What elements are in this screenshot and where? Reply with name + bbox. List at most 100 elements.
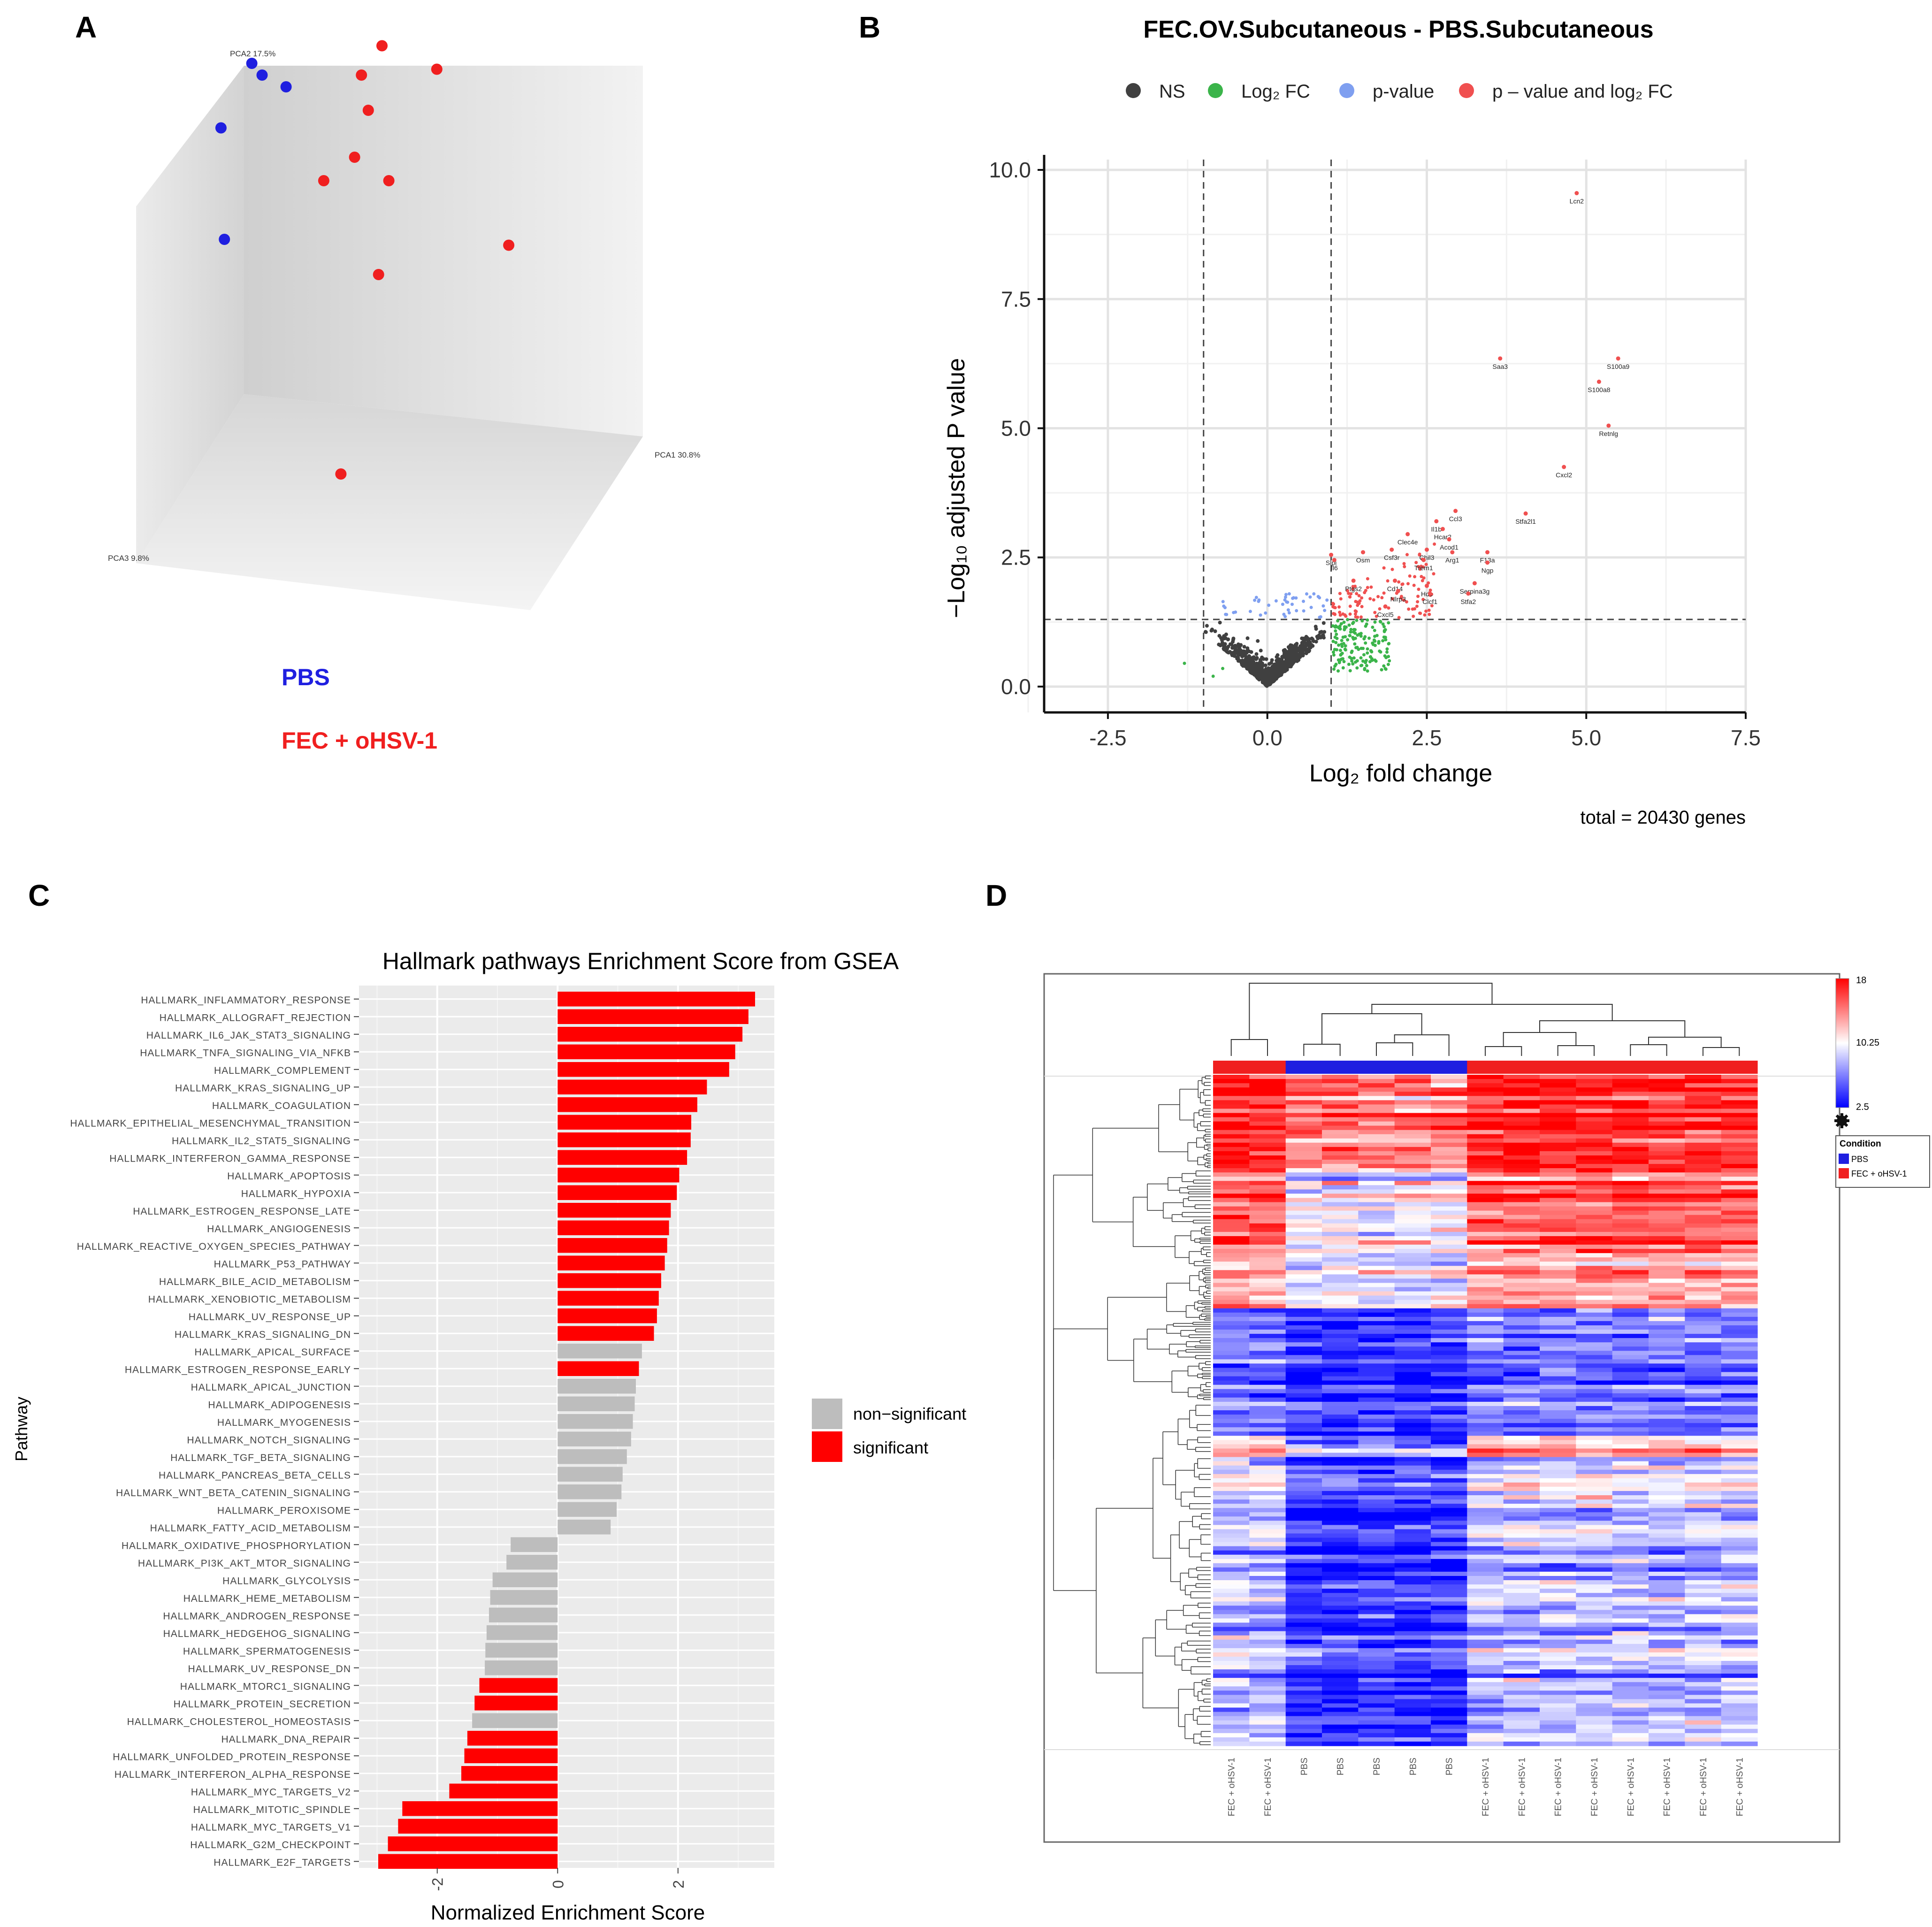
heatmap-cell: [1358, 1635, 1395, 1640]
volcano-point-log2fc: [1371, 626, 1375, 629]
heatmap-cell: [1394, 1321, 1431, 1326]
volcano-x-label: Log₂ fold change: [1309, 760, 1492, 787]
heatmap-cell: [1649, 1652, 1685, 1657]
gsea-bar-hallmark-unfolded-protein-response: [464, 1748, 558, 1763]
heatmap-cell: [1285, 1656, 1322, 1661]
heatmap-cell: [1467, 1504, 1504, 1508]
volcano-point-both: [1380, 596, 1384, 599]
heatmap-cell: [1213, 1376, 1250, 1381]
heatmap-cell: [1213, 1486, 1250, 1491]
heatmap-cell: [1576, 1384, 1613, 1390]
heatmap-cell: [1721, 1571, 1758, 1576]
gsea-pathway-label: HALLMARK_G2M_CHECKPOINT: [190, 1840, 351, 1851]
heatmap-cell: [1285, 1440, 1322, 1445]
heatmap-cell: [1358, 1508, 1395, 1513]
heatmap-cell: [1431, 1427, 1467, 1432]
heatmap-cell: [1576, 1644, 1613, 1649]
heatmap-cell: [1431, 1415, 1467, 1419]
heatmap-cell: [1322, 1690, 1359, 1695]
heatmap-cell: [1649, 1291, 1685, 1296]
heatmap-cell: [1467, 1546, 1504, 1551]
heatmap-cell: [1503, 1096, 1540, 1101]
heatmap-cell: [1576, 1257, 1613, 1262]
heatmap-cell: [1649, 1113, 1685, 1118]
volcano-point-ns: [1322, 630, 1327, 634]
heatmap-cell: [1721, 1160, 1758, 1164]
heatmap-cell: [1249, 1384, 1286, 1390]
heatmap-cell: [1358, 1142, 1395, 1147]
heatmap-cell: [1394, 1257, 1431, 1262]
heatmap-cell: [1576, 1181, 1613, 1185]
heatmap-cell: [1285, 1554, 1322, 1560]
heatmap-cell: [1576, 1325, 1613, 1330]
heatmap-cell: [1576, 1334, 1613, 1338]
heatmap-cell: [1721, 1639, 1758, 1644]
heatmap-cell: [1285, 1474, 1322, 1479]
heatmap-cell: [1649, 1495, 1685, 1500]
volcano-point-log2fc: [1350, 657, 1353, 660]
heatmap-cell: [1540, 1210, 1576, 1216]
heatmap-cell: [1649, 1533, 1685, 1538]
heatmap-cell: [1685, 1554, 1722, 1560]
heatmap-cell: [1467, 1351, 1504, 1355]
gear-icon[interactable]: [1834, 1113, 1849, 1128]
volcano-point-ns: [1222, 634, 1226, 638]
volcano-point-both: [1430, 604, 1434, 608]
heatmap-cell: [1467, 1733, 1504, 1738]
heatmap-cell: [1721, 1262, 1758, 1266]
heatmap-cell: [1322, 1728, 1359, 1734]
heatmap-cell: [1213, 1601, 1250, 1606]
volcano-point-both: [1397, 580, 1401, 584]
heatmap-cell: [1394, 1695, 1431, 1700]
heatmap-cell: [1249, 1584, 1286, 1589]
column-dendrogram: [1230, 983, 1740, 1056]
heatmap-cell: [1576, 1554, 1613, 1560]
heatmap-cell: [1285, 1172, 1322, 1177]
heatmap-cell: [1503, 1563, 1540, 1568]
heatmap-cell: [1721, 1372, 1758, 1377]
heatmap-cell: [1503, 1644, 1540, 1649]
heatmap-cell: [1213, 1716, 1250, 1721]
gsea-pathway-label: HALLMARK_CHOLESTEROL_HOMEOSTASIS: [127, 1716, 351, 1727]
heatmap-cell: [1467, 1147, 1504, 1152]
heatmap-cell: [1431, 1614, 1467, 1619]
heatmap-cell: [1322, 1321, 1359, 1326]
heatmap-cell: [1540, 1283, 1576, 1288]
heatmap-cell: [1431, 1529, 1467, 1534]
heatmap-cell: [1467, 1215, 1504, 1220]
heatmap-cell: [1721, 1206, 1758, 1211]
heatmap-cell: [1358, 1601, 1395, 1606]
heatmap-cell: [1431, 1469, 1467, 1475]
heatmap-cell: [1213, 1355, 1250, 1360]
heatmap-cell: [1649, 1440, 1685, 1445]
heatmap-cell: [1649, 1712, 1685, 1717]
volcano-point-pvalue: [1318, 596, 1321, 600]
heatmap-cell: [1467, 1614, 1504, 1619]
heatmap-cell: [1322, 1198, 1359, 1203]
heatmap-cell: [1249, 1134, 1286, 1139]
heatmap-cell: [1431, 1669, 1467, 1674]
gsea-pathway-label: HALLMARK_HEME_METABOLISM: [183, 1593, 351, 1604]
heatmap-cell: [1540, 1690, 1576, 1695]
heatmap-cell: [1394, 1168, 1431, 1173]
heatmap-cell: [1721, 1079, 1758, 1084]
heatmap-cell: [1467, 1597, 1504, 1602]
heatmap-cell: [1249, 1678, 1286, 1682]
heatmap-cell: [1540, 1215, 1576, 1220]
volcano-point-log2fc: [1377, 641, 1381, 645]
heatmap-cell: [1213, 1338, 1250, 1343]
heatmap-cell: [1721, 1406, 1758, 1411]
heatmap-cell: [1540, 1266, 1576, 1270]
heatmap-cell: [1285, 1606, 1322, 1610]
heatmap-cell: [1322, 1703, 1359, 1708]
heatmap-cell: [1394, 1096, 1431, 1101]
heatmap-cell: [1540, 1495, 1576, 1500]
heatmap-cell: [1612, 1393, 1649, 1398]
gsea-pathway-label: HALLMARK_APICAL_SURFACE: [195, 1347, 351, 1358]
heatmap-cell: [1467, 1440, 1504, 1445]
heatmap-cell: [1431, 1236, 1467, 1241]
heatmap-cell: [1285, 1160, 1322, 1164]
heatmap-cell: [1431, 1656, 1467, 1661]
heatmap-cell: [1322, 1308, 1359, 1313]
heatmap-cell: [1503, 1669, 1540, 1674]
